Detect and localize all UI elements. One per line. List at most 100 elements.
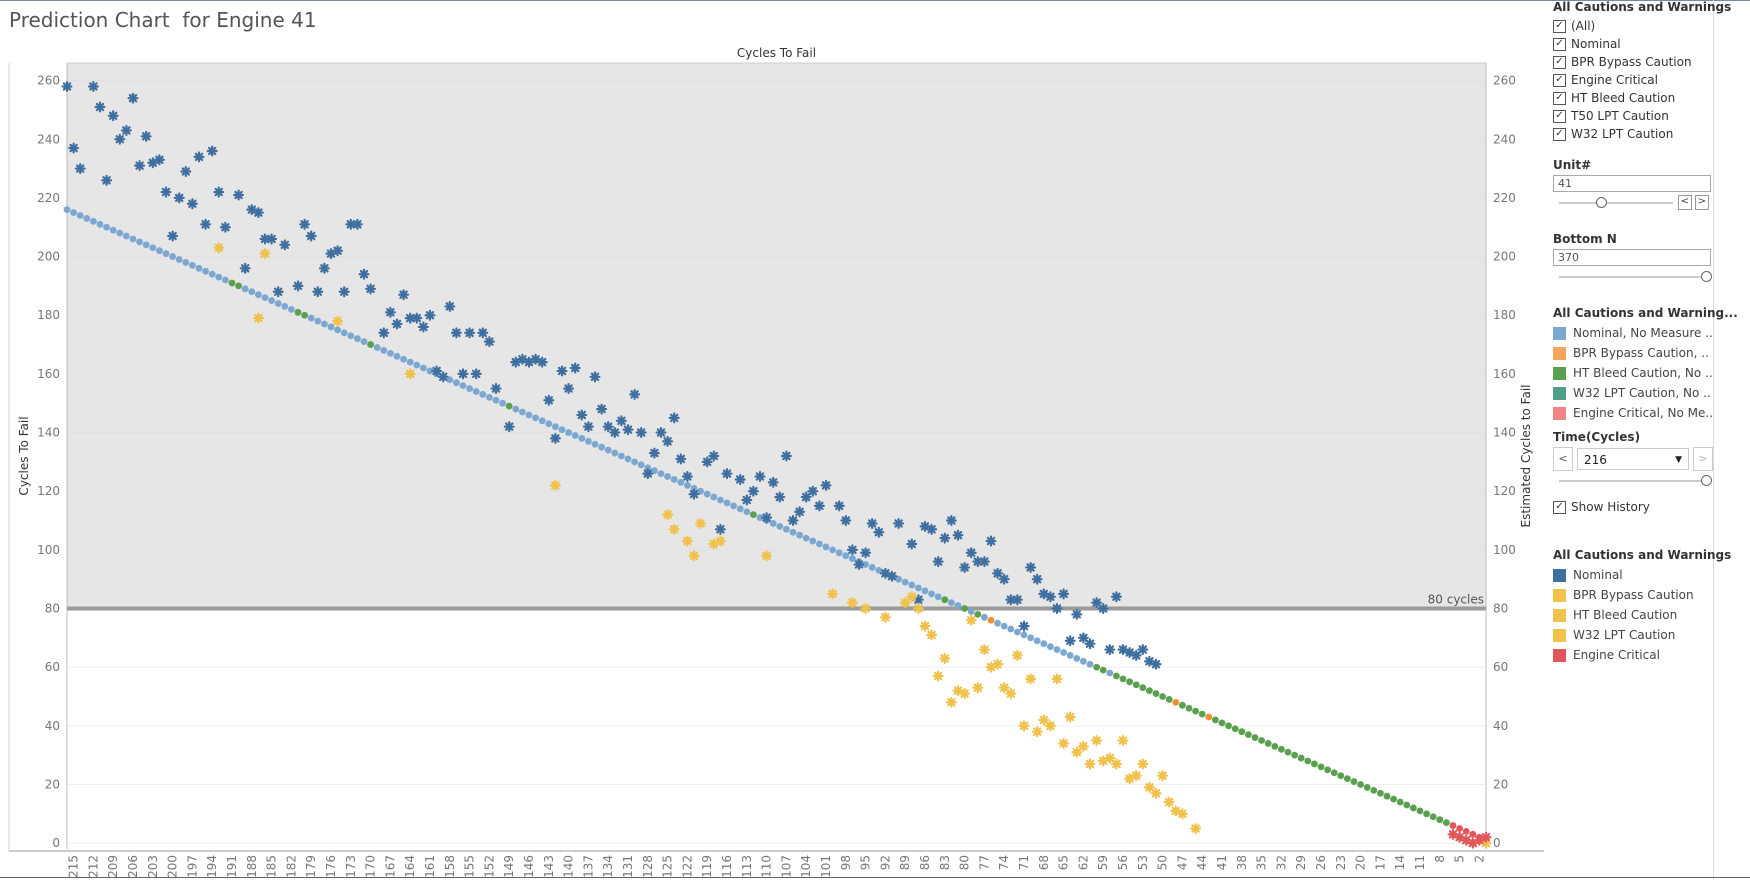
x-tick-label: 44 <box>1195 855 1209 870</box>
x-tick-label: 137 <box>581 855 595 878</box>
time-slider[interactable] <box>1553 473 1713 487</box>
time-control: Time(Cycles) < 216 ▼ > <box>1553 430 1713 487</box>
unit-prev-button[interactable]: < <box>1678 195 1692 210</box>
time-dropdown[interactable]: 216 ▼ <box>1577 448 1689 470</box>
prediction-point <box>662 509 674 521</box>
unit-label: Unit# <box>1553 158 1592 172</box>
legend-item[interactable]: W32 LPT Caution <box>1553 625 1731 645</box>
time-next-button[interactable]: > <box>1693 447 1713 471</box>
bottom-n-slider-thumb[interactable] <box>1701 271 1712 282</box>
track-point <box>789 528 797 536</box>
x-tick-label: 62 <box>1076 855 1090 870</box>
x-tick: 215 <box>67 855 81 878</box>
legend-item[interactable]: Engine Critical <box>1553 645 1731 665</box>
legend-item[interactable]: BPR Bypass Caution, .. <box>1553 343 1738 363</box>
track-point <box>618 452 625 460</box>
track-point <box>677 478 685 486</box>
x-tick-label: 128 <box>641 855 655 878</box>
checkmark-icon: ✓ <box>1553 91 1566 105</box>
legend-item[interactable]: Nominal, No Measure .. <box>1553 323 1738 343</box>
track-point <box>1185 704 1193 712</box>
track-point <box>637 461 645 469</box>
x-tick-label: 167 <box>383 855 397 878</box>
track-point <box>76 212 84 219</box>
prediction-point <box>714 523 726 535</box>
legend-item[interactable]: Engine Critical, No Me.. <box>1553 403 1738 423</box>
prediction-point <box>609 427 621 439</box>
y-tick-label-left: 200 <box>37 250 60 264</box>
x-tick-label: 101 <box>819 855 833 878</box>
track-point <box>109 226 117 234</box>
track-point <box>783 525 790 533</box>
track-point <box>1080 657 1087 665</box>
prediction-point <box>602 421 614 433</box>
legend-item[interactable]: HT Bleed Caution <box>1553 605 1731 625</box>
track-point <box>400 355 407 363</box>
prediction-point <box>675 453 687 465</box>
caution-filter-item[interactable]: ✓ (All) <box>1553 17 1731 35</box>
track-point <box>1251 734 1259 741</box>
x-tick-label: 77 <box>977 855 991 870</box>
checkmark-icon: ✓ <box>1553 109 1566 123</box>
unit-slider[interactable]: < > <box>1553 195 1713 210</box>
time-prev-button[interactable]: < <box>1553 447 1573 471</box>
x-tick: 110 <box>760 855 774 878</box>
x-tick: 23 <box>1334 855 1348 870</box>
x-tick: 113 <box>740 855 754 878</box>
prediction-point <box>945 696 957 708</box>
prediction-point <box>662 435 674 447</box>
track-point <box>1198 710 1206 718</box>
x-tick-label: 203 <box>146 855 160 878</box>
caution-filter-item[interactable]: ✓ T50 LPT Caution <box>1553 107 1731 125</box>
caution-filter-item[interactable]: ✓ Nominal <box>1553 35 1731 53</box>
caution-filter-item[interactable]: ✓ HT Bleed Caution <box>1553 89 1731 107</box>
caution-filter-label: Engine Critical <box>1571 73 1658 87</box>
prediction-point <box>332 245 344 257</box>
unit-slider-thumb[interactable] <box>1596 197 1607 208</box>
x-tick-label: 32 <box>1274 855 1288 870</box>
show-history-checkbox[interactable]: ✓ Show History <box>1553 498 1650 516</box>
prediction-point <box>1031 573 1043 585</box>
prediction-point <box>912 603 924 615</box>
prediction-point <box>431 365 443 377</box>
track-point <box>974 610 982 618</box>
legend-item[interactable]: Nominal <box>1553 565 1731 585</box>
time-slider-thumb[interactable] <box>1701 475 1712 486</box>
prediction-point <box>101 174 113 186</box>
prediction-point <box>160 186 172 198</box>
unit-input[interactable]: 41 <box>1553 175 1711 192</box>
page-title: Prediction Chart for Engine 41 <box>9 8 317 32</box>
track-point <box>1218 719 1226 727</box>
legend-item[interactable]: BPR Bypass Caution <box>1553 585 1731 605</box>
caution-filter-item[interactable]: ✓ BPR Bypass Caution <box>1553 53 1731 71</box>
bottom-n-slider[interactable] <box>1553 269 1713 283</box>
track-point <box>459 382 467 390</box>
unit-next-button[interactable]: > <box>1695 195 1709 210</box>
legend-swatch <box>1553 366 1566 380</box>
prediction-point <box>68 142 80 154</box>
x-tick: 89 <box>898 855 912 870</box>
prediction-point <box>1480 831 1492 843</box>
caution-filter-item[interactable]: ✓ Engine Critical <box>1553 71 1731 89</box>
track-point <box>928 590 935 598</box>
track-point <box>380 347 388 354</box>
legend-swatch <box>1553 588 1566 602</box>
track-point <box>769 520 777 527</box>
legend-item[interactable]: W32 LPT Caution, No .. <box>1553 383 1738 403</box>
track-point <box>466 385 473 392</box>
track-point <box>756 514 764 521</box>
track-point <box>1093 663 1100 671</box>
track-point <box>1370 786 1378 794</box>
track-point <box>868 564 876 571</box>
bottom-n-input[interactable]: 370 <box>1553 249 1711 266</box>
legend-item[interactable]: HT Bleed Caution, No .. <box>1553 363 1738 383</box>
prediction-point <box>1031 726 1043 738</box>
prediction-point <box>992 567 1004 579</box>
x-tick: 122 <box>680 855 694 878</box>
caution-filter-item[interactable]: ✓ W32 LPT Caution <box>1553 125 1731 143</box>
track-point <box>684 481 691 489</box>
prediction-point <box>945 515 957 527</box>
color-legend-title: All Cautions and Warning... <box>1553 306 1738 320</box>
track-point <box>934 593 942 601</box>
track-point <box>842 552 850 560</box>
